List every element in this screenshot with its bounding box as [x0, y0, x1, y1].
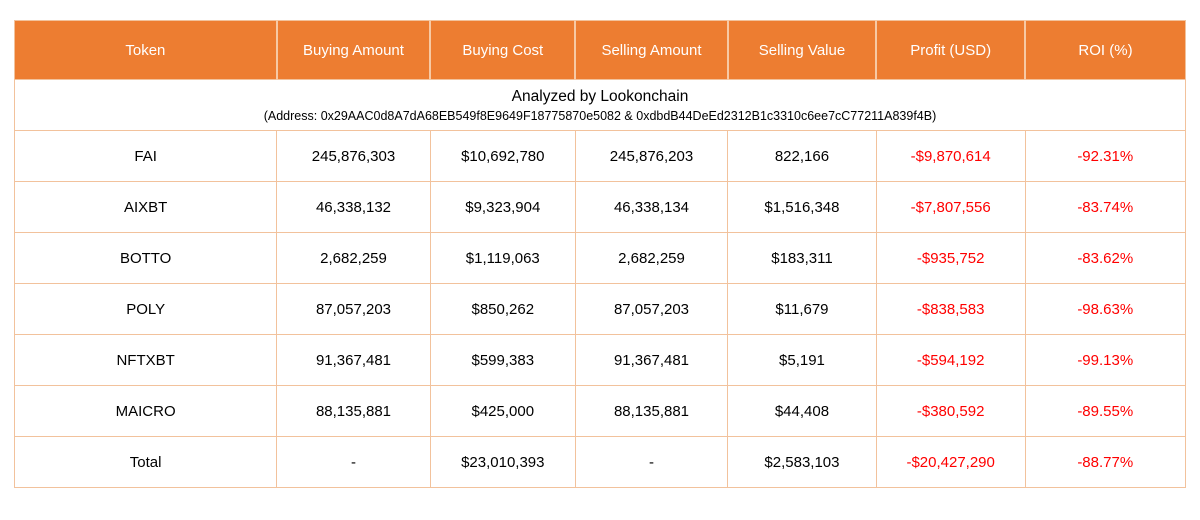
buying-cost-cell: $9,323,904 [429, 181, 576, 233]
profit-cell: -$935,752 [875, 232, 1026, 284]
roi-cell: -92.31% [1024, 130, 1187, 182]
row-botto: BOTTO 2,682,259 $1,119,063 2,682,259 $18… [13, 232, 1187, 284]
profit-cell: -$20,427,290 [875, 436, 1026, 488]
row-total: Total - $23,010,393 - $2,583,103 -$20,42… [13, 436, 1187, 488]
selling-amount-cell: - [574, 436, 729, 488]
row-aixbt: AIXBT 46,338,132 $9,323,904 46,338,134 $… [13, 181, 1187, 233]
selling-value-cell: $5,191 [727, 334, 877, 386]
token-cell: Total [13, 436, 278, 488]
column-header-buying-cost: Buying Cost [429, 20, 576, 80]
token-pnl-table: Token Buying Amount Buying Cost Selling … [13, 20, 1187, 488]
roi-cell: -83.62% [1024, 232, 1187, 284]
analysis-banner: Analyzed by Lookonchain (Address: 0x29AA… [14, 79, 1186, 131]
profit-cell: -$838,583 [875, 283, 1026, 335]
token-cell: NFTXBT [13, 334, 278, 386]
token-cell: AIXBT [13, 181, 278, 233]
buying-amount-cell: 88,135,881 [276, 385, 431, 437]
row-fai: FAI 245,876,303 $10,692,780 245,876,203 … [13, 130, 1187, 182]
selling-value-cell: $183,311 [727, 232, 877, 284]
selling-amount-cell: 88,135,881 [574, 385, 729, 437]
selling-value-cell: $44,408 [727, 385, 877, 437]
column-header-selling-amount: Selling Amount [574, 20, 728, 80]
token-cell: MAICRO [13, 385, 278, 437]
roi-cell: -88.77% [1024, 436, 1187, 488]
column-header-selling-value: Selling Value [726, 20, 877, 80]
buying-cost-cell: $1,119,063 [429, 232, 576, 284]
profit-cell: -$9,870,614 [875, 130, 1026, 182]
buying-cost-cell: $10,692,780 [429, 130, 576, 182]
profit-cell: -$594,192 [875, 334, 1026, 386]
selling-value-cell: $2,583,103 [727, 436, 877, 488]
selling-amount-cell: 2,682,259 [574, 232, 729, 284]
row-nftxbt: NFTXBT 91,367,481 $599,383 91,367,481 $5… [13, 334, 1187, 386]
banner-title: Analyzed by Lookonchain [511, 87, 689, 105]
buying-cost-cell: $23,010,393 [429, 436, 576, 488]
analysis-banner-row: Analyzed by Lookonchain (Address: 0x29AA… [14, 79, 1186, 131]
buying-cost-cell: $599,383 [429, 334, 576, 386]
roi-cell: -99.13% [1024, 334, 1187, 386]
column-header-token: Token [14, 20, 277, 80]
column-header-roi: ROI (%) [1024, 20, 1186, 80]
buying-cost-cell: $425,000 [429, 385, 576, 437]
row-poly: POLY 87,057,203 $850,262 87,057,203 $11,… [13, 283, 1187, 335]
roi-cell: -89.55% [1024, 385, 1187, 437]
selling-amount-cell: 91,367,481 [574, 334, 729, 386]
selling-value-cell: 822,166 [727, 130, 877, 182]
token-cell: FAI [13, 130, 278, 182]
roi-cell: -83.74% [1024, 181, 1187, 233]
token-cell: POLY [13, 283, 278, 335]
header-row: Token Buying Amount Buying Cost Selling … [14, 20, 1186, 80]
buying-cost-cell: $850,262 [429, 283, 576, 335]
profit-cell: -$7,807,556 [875, 181, 1026, 233]
buying-amount-cell: 87,057,203 [276, 283, 431, 335]
selling-amount-cell: 87,057,203 [574, 283, 729, 335]
buying-amount-cell: 245,876,303 [276, 130, 431, 182]
selling-amount-cell: 245,876,203 [574, 130, 729, 182]
column-header-buying-amount: Buying Amount [275, 20, 431, 80]
buying-amount-cell: 46,338,132 [276, 181, 431, 233]
roi-cell: -98.63% [1024, 283, 1187, 335]
selling-value-cell: $11,679 [727, 283, 877, 335]
selling-amount-cell: 46,338,134 [574, 181, 729, 233]
buying-amount-cell: - [276, 436, 431, 488]
token-cell: BOTTO [13, 232, 278, 284]
column-header-profit-usd: Profit (USD) [875, 20, 1026, 80]
profit-cell: -$380,592 [875, 385, 1026, 437]
buying-amount-cell: 2,682,259 [276, 232, 431, 284]
row-maicro: MAICRO 88,135,881 $425,000 88,135,881 $4… [13, 385, 1187, 437]
buying-amount-cell: 91,367,481 [276, 334, 431, 386]
banner-address: (Address: 0x29AAC0d8A7dA68EB549f8E9649F1… [263, 108, 937, 123]
selling-value-cell: $1,516,348 [727, 181, 877, 233]
